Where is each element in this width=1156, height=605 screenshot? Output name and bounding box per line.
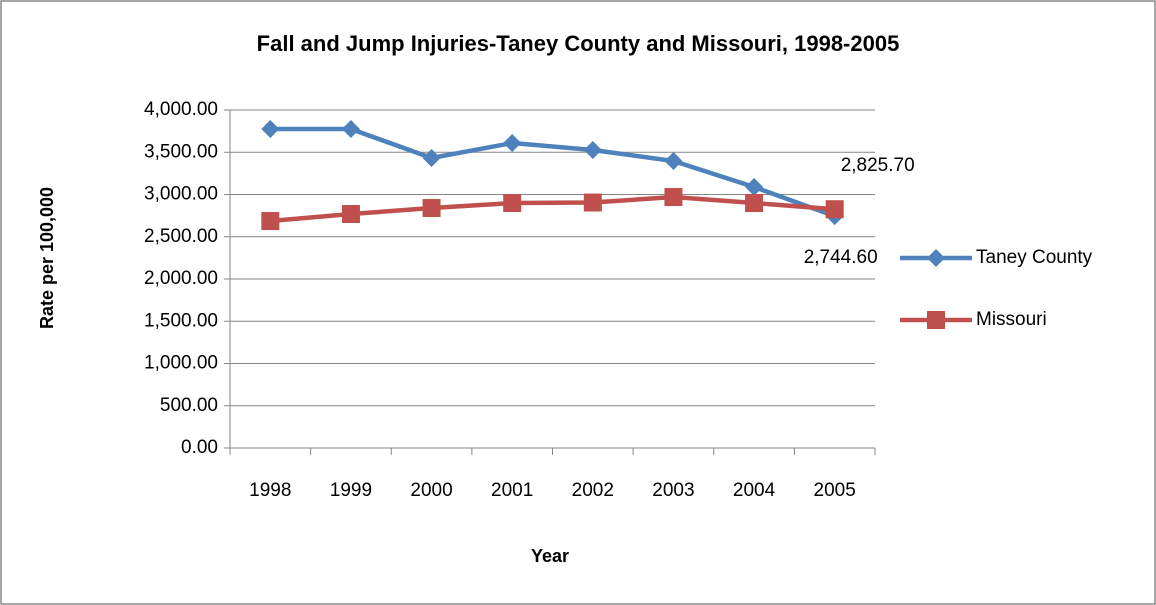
y-tick-label: 1,500.00 xyxy=(144,310,218,331)
marker xyxy=(503,134,522,153)
x-tick-label: 2004 xyxy=(733,480,776,501)
x-tick-label: 2000 xyxy=(410,480,452,501)
y-tick-label: 3,000.00 xyxy=(144,184,218,205)
marker xyxy=(422,148,441,167)
marker xyxy=(745,194,764,213)
x-tick-label: 2002 xyxy=(572,480,614,501)
legend-label: Missouri xyxy=(976,309,1047,330)
x-tick-label: 2005 xyxy=(814,480,856,501)
marker xyxy=(261,212,280,231)
chart-title: Fall and Jump Injuries-Taney County and … xyxy=(257,31,900,56)
marker xyxy=(503,194,522,213)
marker xyxy=(261,120,280,139)
y-tick-label: 500.00 xyxy=(160,395,218,416)
marker xyxy=(664,188,683,207)
y-tick-label: 4,000.00 xyxy=(144,99,218,120)
data-label: 2,744.60 xyxy=(804,247,878,268)
x-tick-label: 2001 xyxy=(491,480,533,501)
marker xyxy=(341,205,360,224)
marker xyxy=(927,249,945,267)
marker xyxy=(825,200,844,219)
x-axis-title: Year xyxy=(531,546,569,566)
y-tick-label: 1,000.00 xyxy=(144,353,218,374)
marker xyxy=(664,152,683,171)
y-tick-label: 2,500.00 xyxy=(144,226,218,247)
y-axis-title: Rate per 100,000 xyxy=(37,187,57,329)
x-tick-label: 1999 xyxy=(330,480,372,501)
y-tick-label: 2,000.00 xyxy=(144,268,218,289)
y-tick-label: 3,500.00 xyxy=(144,141,218,162)
marker xyxy=(927,311,945,329)
marker xyxy=(583,140,602,159)
marker xyxy=(745,177,764,196)
y-tick-label: 0.00 xyxy=(181,437,218,458)
marker xyxy=(341,120,360,139)
series-line xyxy=(270,194,835,224)
series-line xyxy=(270,126,836,219)
legend-label: Taney County xyxy=(976,247,1093,268)
marker xyxy=(583,193,602,212)
data-label: 2,825.70 xyxy=(841,155,915,176)
x-tick-label: 1998 xyxy=(249,480,291,501)
marker xyxy=(422,199,441,218)
x-tick-label: 2003 xyxy=(652,480,694,501)
